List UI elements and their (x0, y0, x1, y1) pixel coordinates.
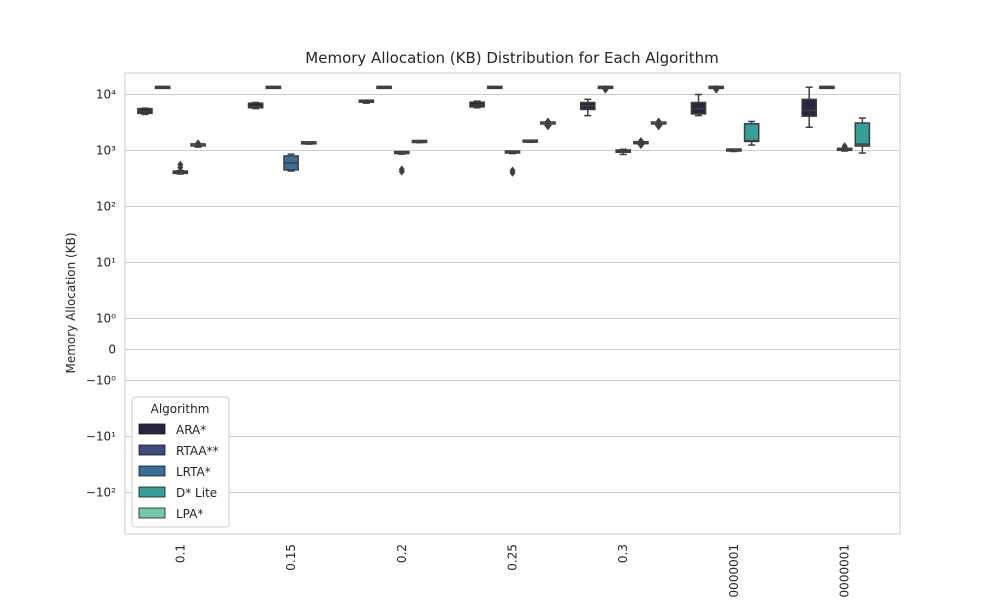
y-tick-label: 10⁰ (96, 312, 116, 326)
outlier-marker (177, 160, 184, 169)
x-tick-label: 0.15 (284, 544, 298, 571)
box-body (854, 122, 871, 147)
box-d-lite-0 (190, 139, 206, 148)
box-lrta--3 (504, 150, 521, 177)
box-lrta--2 (393, 150, 410, 176)
legend-swatch (138, 423, 166, 435)
y-tick-label: −10¹ (86, 430, 116, 444)
outlier-marker (544, 117, 551, 126)
y-tick-label: 10² (96, 200, 116, 214)
outlier-marker (841, 142, 848, 151)
y-tick-label: 10¹ (96, 256, 116, 270)
outlier-marker (655, 117, 662, 126)
outlier-marker (637, 136, 644, 145)
box-ara--1 (247, 101, 264, 110)
x-tick-label: 0000001 (838, 544, 852, 597)
plot-area (124, 72, 901, 535)
box-ara--6 (801, 86, 818, 129)
box-d-lite-5 (743, 120, 760, 146)
x-tick-label: 0.1 (173, 544, 187, 563)
outlier-marker (509, 166, 516, 175)
outlier-marker (195, 139, 202, 148)
y-tick-label: −10² (86, 486, 116, 500)
legend: Algorithm ARA* RTAA** LRTA* D* Lite LPA* (131, 396, 230, 528)
y-tick-labels: 10⁴ 10³ 10² 10¹ 10⁰ 0 −10⁰ −10¹ −10² (86, 88, 116, 500)
box-d-lite-3 (522, 139, 539, 144)
outlier-marker (655, 122, 662, 131)
outlier-marker (637, 141, 644, 150)
box-body (801, 98, 818, 117)
box-lrta--5 (726, 148, 742, 153)
box-rtaa--0 (154, 85, 171, 90)
box-body (743, 123, 760, 143)
outlier-marker (602, 85, 609, 94)
outlier-marker (713, 85, 720, 94)
x-tick-label: 0.2 (395, 544, 409, 563)
box-rtaa--1 (265, 85, 282, 90)
x-tick-labels: 0.1 0.15 0.2 0.25 0.3 0000001 0000001 (173, 544, 851, 597)
box-ara--2 (358, 99, 375, 104)
box-d-lite-6 (854, 117, 871, 154)
outlier-marker (398, 165, 405, 174)
box-rtaa--3 (486, 85, 503, 90)
box-lrta--4 (615, 148, 632, 156)
plot-frame (124, 72, 901, 535)
legend-swatch (138, 507, 166, 519)
box-plots (137, 84, 871, 177)
outlier-marker (544, 122, 551, 131)
box-lpa--4 (650, 117, 667, 131)
x-tick-label: 0.25 (506, 544, 520, 571)
chart-title: Memory Allocation (KB) Distribution for … (305, 49, 718, 67)
box-rtaa--2 (376, 85, 392, 90)
y-tick-label: −10⁰ (86, 374, 116, 388)
legend-entries: ARA* RTAA** LRTA* D* Lite LPA* (138, 423, 219, 521)
y-tick-label: 0 (108, 343, 116, 357)
legend-swatch (138, 465, 166, 477)
legend-swatch (138, 444, 166, 456)
legend-label: D* Lite (176, 486, 217, 500)
x-tick-label: 0.3 (616, 544, 630, 563)
box-ara--3 (469, 100, 485, 109)
y-axis-label: Memory Allocation (KB) (64, 232, 78, 373)
box-ara--5 (690, 93, 707, 117)
box-rtaa--5 (708, 84, 725, 94)
box-lpa--3 (540, 117, 556, 131)
box-lrta--0 (172, 160, 189, 175)
box-d-lite-1 (300, 141, 317, 145)
legend-label: LRTA* (176, 465, 211, 479)
legend-label: RTAA** (176, 444, 219, 458)
legend-label: LPA* (176, 507, 203, 521)
box-lrta--6 (836, 142, 853, 153)
box-d-lite-2 (411, 139, 428, 144)
box-rtaa--4 (597, 84, 614, 94)
y-tick-label: 10³ (96, 144, 116, 158)
box-rtaa--6 (819, 85, 835, 90)
box-ara--0 (137, 107, 153, 116)
y-tick-label: 10⁴ (96, 88, 116, 102)
x-tick-label: 0000001 (727, 544, 741, 597)
legend-label: ARA* (176, 423, 206, 437)
box-ara--4 (579, 98, 596, 117)
box-d-lite-4 (633, 136, 649, 150)
legend-title: Algorithm (151, 402, 210, 416)
legend-swatch (138, 486, 166, 498)
box-lrta--1 (283, 153, 299, 172)
